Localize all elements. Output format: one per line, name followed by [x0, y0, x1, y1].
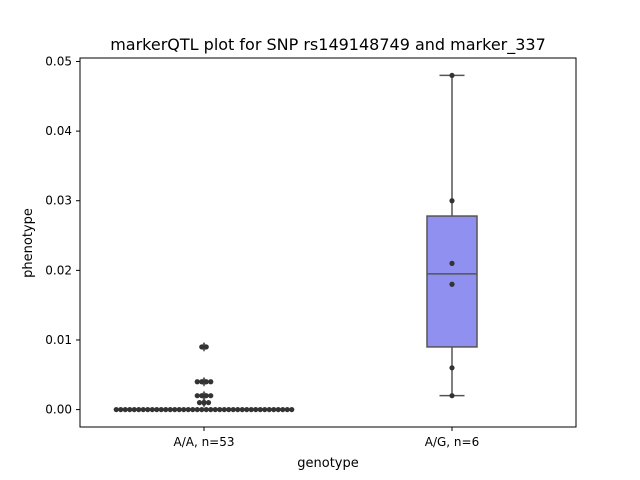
boxplots: [178, 74, 478, 411]
data-point: [253, 406, 259, 413]
data-point: [194, 393, 200, 399]
chart-title: markerQTL plot for SNP rs149148749 and m…: [110, 35, 546, 55]
data-point: [235, 406, 241, 413]
data-point: [449, 393, 455, 399]
data-point: [145, 406, 151, 413]
data-point: [208, 406, 214, 413]
data-point: [262, 406, 268, 413]
y-tick-label: 0.03: [45, 194, 72, 208]
data-point: [136, 406, 142, 413]
x-tick-label: A/A, n=53: [173, 435, 234, 449]
data-point: [113, 406, 119, 413]
data-points: [113, 72, 455, 413]
data-point: [199, 344, 205, 350]
y-tick-label: 0.02: [45, 263, 72, 277]
y-tick-label: 0.01: [45, 333, 72, 347]
data-point: [194, 406, 200, 413]
data-point: [449, 198, 455, 204]
data-point: [163, 406, 169, 413]
data-point: [212, 406, 218, 413]
plot-area: [79, 57, 577, 428]
x-axis-label: genotype: [297, 456, 358, 471]
data-point: [190, 406, 196, 413]
data-point: [167, 406, 173, 413]
data-point: [194, 379, 200, 385]
y-axis-label: phenotype: [21, 208, 36, 278]
data-point: [284, 406, 290, 413]
x-axis: A/A, n=53 A/G, n=6: [173, 427, 479, 449]
data-point: [185, 406, 191, 413]
data-point: [244, 406, 250, 413]
data-point: [217, 406, 223, 413]
data-point: [280, 406, 286, 413]
data-point: [122, 406, 128, 413]
data-point: [239, 406, 245, 413]
data-point: [257, 406, 263, 413]
data-point: [196, 400, 203, 406]
data-point: [118, 406, 124, 413]
data-point: [127, 406, 133, 413]
data-point: [199, 393, 205, 399]
data-point: [201, 400, 207, 406]
data-point: [208, 379, 214, 385]
data-point: [203, 344, 209, 350]
data-point: [199, 406, 205, 413]
data-point: [275, 406, 281, 413]
data-point: [172, 406, 178, 413]
x-tick-label: A/G, n=6: [425, 435, 479, 449]
data-point: [131, 406, 137, 413]
y-axis: 0.00 0.01 0.02 0.03 0.04 0.05: [45, 54, 80, 417]
data-point: [449, 72, 455, 79]
data-point: [248, 406, 254, 413]
data-point: [208, 393, 214, 399]
box: [426, 215, 478, 348]
data-point: [140, 406, 146, 413]
data-point: [203, 406, 209, 413]
data-point: [203, 379, 209, 385]
data-point: [149, 406, 155, 413]
data-point: [230, 406, 236, 413]
data-point: [226, 406, 232, 413]
data-point: [176, 406, 182, 413]
data-point: [154, 406, 160, 413]
data-point: [449, 260, 455, 266]
y-tick-label: 0.04: [45, 124, 72, 138]
data-point: [221, 406, 227, 413]
data-point: [449, 365, 455, 371]
data-point: [289, 406, 295, 413]
data-point: [205, 400, 212, 406]
data-point: [449, 281, 455, 287]
data-point: [181, 406, 187, 413]
data-point: [271, 406, 277, 413]
y-tick-label: 0.05: [45, 54, 72, 68]
data-point: [266, 406, 272, 413]
data-point: [158, 406, 164, 413]
y-tick-label: 0.00: [45, 403, 72, 417]
data-point: [199, 379, 205, 385]
data-point: [203, 393, 209, 399]
